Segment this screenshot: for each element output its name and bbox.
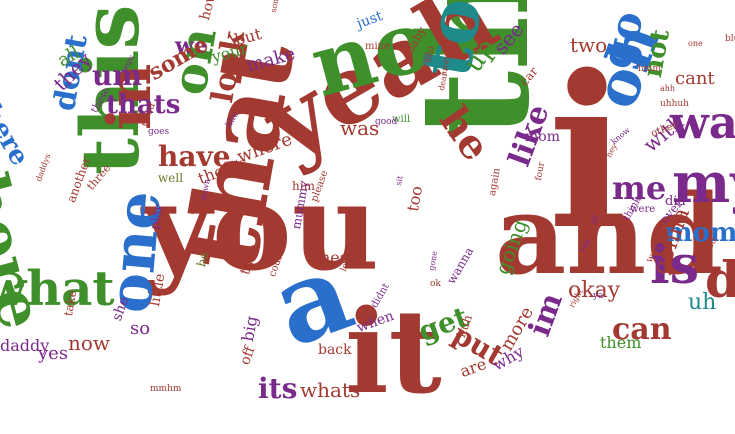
word-can: can (612, 312, 672, 347)
word-them: them (600, 333, 642, 352)
word-mommy: mommy (665, 218, 735, 248)
word-is: is (650, 235, 700, 296)
word-it: it (345, 285, 442, 420)
word-mmhm: mmhm (150, 384, 182, 394)
word-uh: uh (688, 290, 717, 315)
word-are: are (457, 354, 489, 381)
word-be: be (194, 250, 212, 269)
word-eat: eat (223, 159, 239, 170)
word-gone: gone (427, 250, 440, 272)
word-blue: blue (725, 34, 735, 44)
word-big: big (238, 314, 262, 343)
word-hes: hes (320, 248, 348, 267)
word-cant: cant (675, 68, 715, 89)
word-wanna: wanna (444, 244, 477, 287)
word-two: two (570, 33, 608, 57)
word-ya: ya (593, 291, 604, 301)
word-something: something (269, 0, 285, 13)
word-what: what (0, 261, 115, 317)
word-was: was (340, 116, 380, 140)
word-how: how (197, 0, 221, 22)
word-were: were (630, 204, 656, 215)
word-yes: yes (38, 343, 69, 364)
word-thats: thats (106, 90, 181, 120)
word-one: one (688, 39, 703, 48)
word-have: have (158, 140, 231, 173)
word-ok: ok (430, 279, 441, 289)
word-want: want (670, 96, 735, 149)
word-uhhuh: uhhuh (660, 99, 689, 109)
word-good: good (375, 117, 398, 127)
word-you: you (142, 157, 380, 298)
word-did: did (665, 194, 686, 209)
word-whats: whats (300, 378, 361, 402)
word-him: him (292, 179, 315, 193)
word-okay: okay (568, 278, 621, 303)
word-sit: sit (394, 175, 405, 187)
word-will: will (392, 114, 411, 125)
word-now: now (68, 331, 111, 355)
word-too: too (403, 184, 427, 213)
word-um: um (92, 59, 142, 92)
word-i: i (548, 29, 628, 276)
word-my: my (672, 150, 735, 215)
word-goes: goes (148, 127, 170, 137)
word-me: me (612, 169, 667, 207)
word-we: we (175, 33, 208, 59)
word-hmm: hmm (638, 64, 661, 74)
word-do: do (705, 250, 735, 309)
word-daddys: daddys (34, 152, 53, 183)
word-its: its (258, 372, 298, 405)
word-here: here (0, 99, 35, 171)
word-so: so (130, 318, 151, 339)
word-ahh: ahh (660, 84, 676, 93)
word-off: off (237, 344, 259, 368)
word-and: and (495, 170, 724, 299)
word-mom: mom (525, 129, 560, 145)
word-well: well (158, 171, 184, 185)
word-daddy: daddy (0, 336, 50, 355)
word-mine: mine (365, 41, 391, 52)
word-back: back (318, 342, 352, 358)
